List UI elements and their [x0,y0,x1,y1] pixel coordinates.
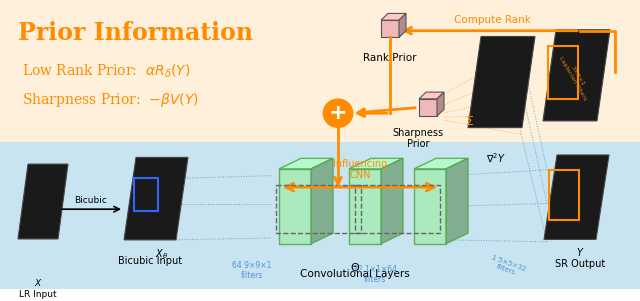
Text: Low Rank Prior:  $\alpha R_\delta(Y)$: Low Rank Prior: $\alpha R_\delta(Y)$ [22,62,191,80]
Text: Rank Prior: Rank Prior [364,53,417,63]
Text: $\Sigma$: $\Sigma$ [465,115,474,128]
Text: Compute Rank: Compute Rank [454,15,531,25]
Polygon shape [18,164,68,239]
Polygon shape [124,157,188,240]
Bar [549,170,579,220]
Polygon shape [381,14,406,20]
Text: Convolutional Layers: Convolutional Layers [300,269,410,279]
Text: Influencing
CNN: Influencing CNN [333,159,387,180]
Polygon shape [349,158,403,169]
Bar [548,46,578,99]
Polygon shape [419,92,444,99]
Text: $\nabla^2 Y$: $\nabla^2 Y$ [486,152,506,165]
Text: Prior Information: Prior Information [18,21,253,45]
Text: 1 5×5×32
filters: 1 5×5×32 filters [488,254,526,279]
Polygon shape [419,99,437,116]
Polygon shape [437,92,444,116]
Text: 64 9×9×1
filters: 64 9×9×1 filters [232,261,272,281]
Bar [134,178,158,211]
Text: $X_\theta$: $X_\theta$ [156,248,168,261]
Polygon shape [414,158,468,169]
Bar [276,185,361,233]
Text: Sharpness Prior:  $-\beta V(Y)$: Sharpness Prior: $-\beta V(Y)$ [22,91,199,109]
Polygon shape [399,14,406,37]
Polygon shape [446,158,468,244]
Text: $\Theta$: $\Theta$ [350,261,360,273]
Text: Bicubic: Bicubic [75,196,108,205]
Text: Bicubic Input: Bicubic Input [118,256,182,266]
Bar [0,0,640,142]
Circle shape [324,100,352,127]
Polygon shape [381,158,403,244]
Polygon shape [311,158,333,244]
Bar [355,185,440,233]
Polygon shape [279,169,311,244]
Polygon shape [544,155,609,239]
Text: 3×3×1
Laplacian filters: 3×3×1 Laplacian filters [558,53,593,101]
Polygon shape [381,20,399,37]
Polygon shape [468,36,535,128]
Text: 32 1×1×64
filters: 32 1×1×64 filters [353,265,397,284]
Text: +: + [329,103,348,123]
Text: $Y$
SR Output: $Y$ SR Output [555,246,605,269]
Bar [0,142,640,289]
Text: $X$
LR Input: $X$ LR Input [19,277,57,299]
Polygon shape [279,158,333,169]
Polygon shape [543,30,610,121]
Polygon shape [349,169,381,244]
Text: Sharpness
Prior: Sharpness Prior [392,128,444,149]
Polygon shape [414,169,446,244]
